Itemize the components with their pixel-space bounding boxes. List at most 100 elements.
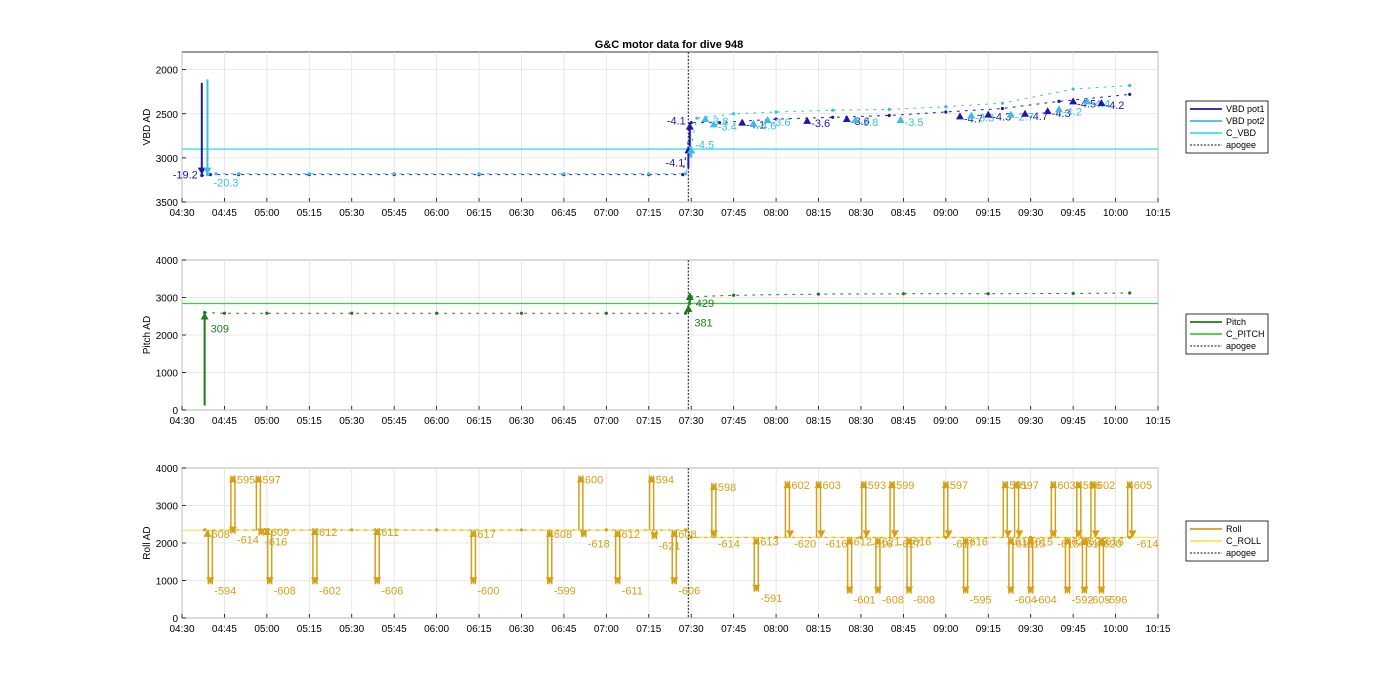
x-tick-label: 07:15 bbox=[636, 624, 661, 635]
x-tick-label: 05:15 bbox=[297, 416, 322, 427]
pitch-pulse-label: 309 bbox=[211, 324, 229, 336]
roll-pulse-arrow bbox=[650, 532, 659, 540]
roll-pulse-label: 593 bbox=[868, 480, 886, 492]
roll-pulse-arrow bbox=[862, 530, 871, 538]
roll-pulse-label: -595 bbox=[970, 595, 992, 607]
roll-pulse-label: 600 bbox=[585, 475, 603, 487]
x-tick-label: 10:15 bbox=[1145, 624, 1170, 635]
roll-pulse-label: -621 bbox=[658, 540, 680, 552]
x-tick-label: 06:00 bbox=[424, 624, 449, 635]
vbd-marker bbox=[803, 116, 812, 124]
vbd-marker-label: -3.8 bbox=[859, 117, 878, 129]
y-tick-label: 2000 bbox=[156, 66, 179, 77]
x-tick-label: 06:30 bbox=[509, 416, 534, 427]
roll-pulse-label: 608 bbox=[678, 529, 696, 541]
x-tick-label: 05:45 bbox=[382, 416, 407, 427]
roll-pulse-label: -596 bbox=[1105, 595, 1127, 607]
legend-label: VBD pot2 bbox=[1226, 116, 1265, 126]
legend-label: Roll bbox=[1226, 524, 1242, 534]
legend-label: apogee bbox=[1226, 140, 1256, 150]
roll-pulse-arrow bbox=[1128, 530, 1137, 538]
x-tick-label: 09:30 bbox=[1018, 624, 1043, 635]
x-tick-label: 06:45 bbox=[551, 624, 576, 635]
x-tick-label: 07:30 bbox=[679, 208, 704, 219]
vbd-marker-label: -4.2 bbox=[1105, 100, 1124, 112]
x-tick-label: 06:15 bbox=[467, 624, 492, 635]
x-tick-label: 04:30 bbox=[169, 416, 194, 427]
legend-label: Pitch bbox=[1226, 317, 1246, 327]
vbd-marker-label: -4.2 bbox=[1063, 106, 1082, 118]
roll-pulse-label: 612 bbox=[854, 536, 872, 548]
x-tick-label: 07:00 bbox=[594, 208, 619, 219]
vbd-pot1-point bbox=[208, 173, 212, 177]
roll-pulse-arrow bbox=[228, 526, 237, 534]
vbd-marker bbox=[1083, 97, 1092, 105]
vbd-pulse-arrow bbox=[197, 167, 206, 175]
roll-pulse-arrow bbox=[888, 481, 897, 489]
vbd-pot2-point bbox=[1128, 83, 1132, 88]
vbd-marker-label: -3.6 bbox=[772, 117, 791, 129]
pitch-point bbox=[1128, 291, 1132, 295]
x-tick-label: 06:45 bbox=[551, 416, 576, 427]
roll-pulse-arrow bbox=[670, 577, 679, 585]
x-tick-label: 06:15 bbox=[467, 416, 492, 427]
x-tick-label: 04:45 bbox=[212, 416, 237, 427]
roll-point bbox=[683, 528, 688, 532]
panel-2: 04:30 04:45 05:00 05:15 05:30 05:45 06:00 06:15… bbox=[142, 256, 1269, 427]
x-tick-label: 06:30 bbox=[509, 624, 534, 635]
vbd-pot2-point bbox=[774, 110, 778, 114]
vbd-pot1-point bbox=[944, 110, 948, 114]
x-tick-label: 09:15 bbox=[976, 208, 1001, 219]
vbd-pulse-label: -4.5 bbox=[695, 139, 714, 151]
roll-pulse-label: -608 bbox=[913, 595, 935, 607]
x-tick-label: 09:45 bbox=[1061, 624, 1086, 635]
roll-pulse-arrow bbox=[254, 475, 263, 483]
roll-pulse-arrow bbox=[1015, 530, 1024, 538]
x-tick-label: 08:45 bbox=[891, 208, 916, 219]
vbd-pulse-arrow bbox=[685, 122, 694, 130]
vbd-pot2-point bbox=[214, 172, 218, 176]
vbd-pot1-point bbox=[887, 113, 891, 118]
roll-pulse-arrow bbox=[873, 586, 882, 594]
roll-pulse-arrow bbox=[1006, 586, 1015, 594]
roll-pulse-arrow bbox=[1063, 586, 1072, 594]
vbd-pot2-point bbox=[831, 108, 835, 112]
roll-pulse-label: 597 bbox=[950, 480, 968, 492]
roll-pulse-arrow bbox=[1080, 586, 1089, 594]
x-tick-label: 10:00 bbox=[1103, 416, 1128, 427]
roll-point bbox=[203, 528, 207, 532]
roll-pulse-arrow bbox=[262, 528, 271, 535]
y-tick-label: 0 bbox=[172, 406, 178, 417]
x-tick-label: 10:00 bbox=[1103, 208, 1128, 219]
pitch-pulse-label: 429 bbox=[696, 298, 714, 310]
vbd-pot2-point bbox=[647, 172, 651, 176]
roll-pulse-arrow bbox=[1074, 530, 1083, 538]
roll-pulse-arrow bbox=[709, 530, 718, 538]
roll-pulse-arrow bbox=[817, 530, 826, 538]
y-tick-label: 4000 bbox=[156, 256, 179, 267]
roll-pulse-arrow bbox=[783, 481, 792, 489]
vbd-marker-label: -3.6 bbox=[811, 118, 830, 130]
roll-pulse-label: 616 bbox=[913, 536, 931, 548]
roll-pulse-label: 608 bbox=[211, 529, 229, 541]
roll-pulse-label: -616 bbox=[825, 538, 847, 550]
roll-pulse-label: -614 bbox=[1137, 538, 1159, 550]
roll-pulse-label: 616 bbox=[1105, 536, 1123, 548]
x-tick-label: 06:45 bbox=[551, 208, 576, 219]
vbd-pot1-point bbox=[200, 173, 204, 178]
y-tick-label: 2000 bbox=[156, 539, 179, 550]
vbd-pot2-point bbox=[562, 172, 566, 176]
pitch-point bbox=[683, 311, 688, 315]
x-tick-label: 08:00 bbox=[764, 208, 789, 219]
roll-pulse-arrow bbox=[257, 528, 266, 536]
vbd-pot2-point bbox=[307, 172, 311, 176]
roll-point bbox=[435, 528, 439, 532]
roll-pulse-label: -608 bbox=[274, 585, 296, 597]
roll-pulse-arrow bbox=[752, 584, 761, 592]
roll-point bbox=[604, 528, 608, 532]
plot-area bbox=[181, 51, 1159, 203]
panels: 04:30 04:45 05:00 05:15 05:30 05:45 06:00 06:15… bbox=[142, 51, 1269, 635]
roll-pulse-label: 603 bbox=[823, 480, 841, 492]
x-tick-label: 08:15 bbox=[806, 208, 831, 219]
